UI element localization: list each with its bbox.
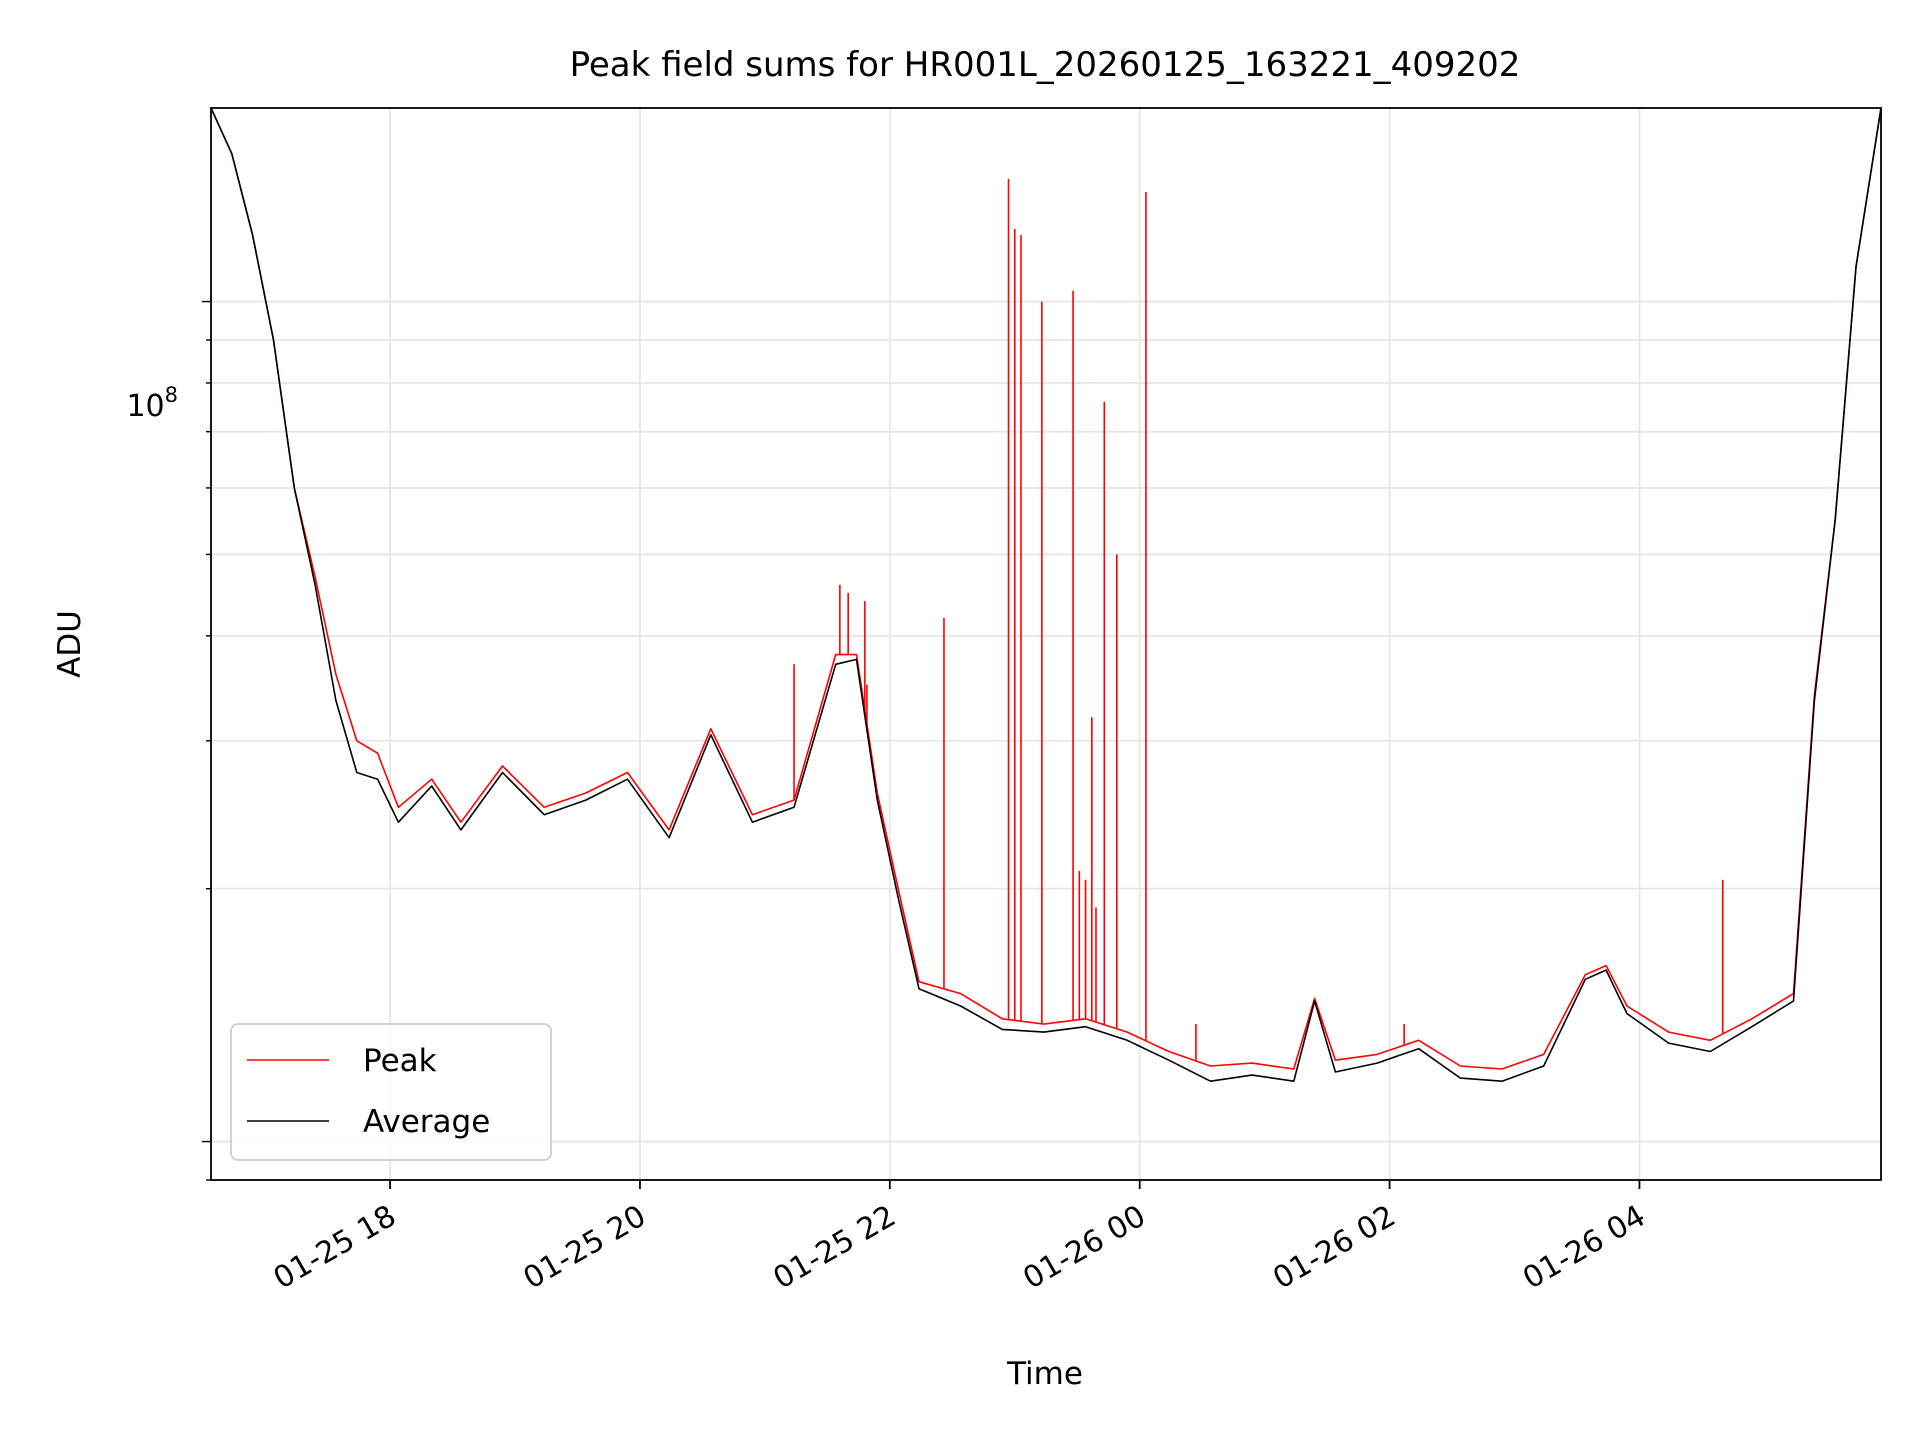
y-tick-base: 10 — [126, 389, 164, 424]
y-tick-label: 108 — [126, 383, 178, 424]
x-tick-label: 01-25 18 — [268, 1199, 402, 1297]
x-tick-label: 01-25 20 — [518, 1199, 652, 1297]
x-tick-label: 01-25 22 — [768, 1199, 902, 1297]
y-tick-exp: 8 — [165, 383, 178, 407]
legend-peak-label: Peak — [363, 1043, 437, 1079]
x-tick-label: 01-26 04 — [1517, 1199, 1651, 1297]
series-average — [210, 107, 1882, 1082]
legend-box — [230, 1023, 552, 1161]
x-axis: 01-25 18 01-25 20 01-25 22 01-26 00 01-26 02… — [268, 1180, 1651, 1297]
plot-frame — [210, 107, 1882, 1181]
chart-title: Peak field sums for HR001L_20260125_1632… — [570, 45, 1521, 85]
y-axis-label: ADU — [52, 610, 88, 678]
grid — [211, 108, 1881, 1181]
x-axis-label: Time — [1006, 1356, 1083, 1392]
average-line — [210, 107, 1882, 1082]
series-peak — [210, 107, 1882, 1070]
legend: Peak Average — [230, 1023, 552, 1161]
x-tick-label: 01-26 00 — [1017, 1199, 1151, 1297]
y-axis: 108 — [126, 300, 211, 1181]
legend-average-label: Average — [363, 1104, 490, 1140]
x-tick-label: 01-26 02 — [1267, 1199, 1401, 1297]
peak-line — [210, 107, 1882, 1070]
